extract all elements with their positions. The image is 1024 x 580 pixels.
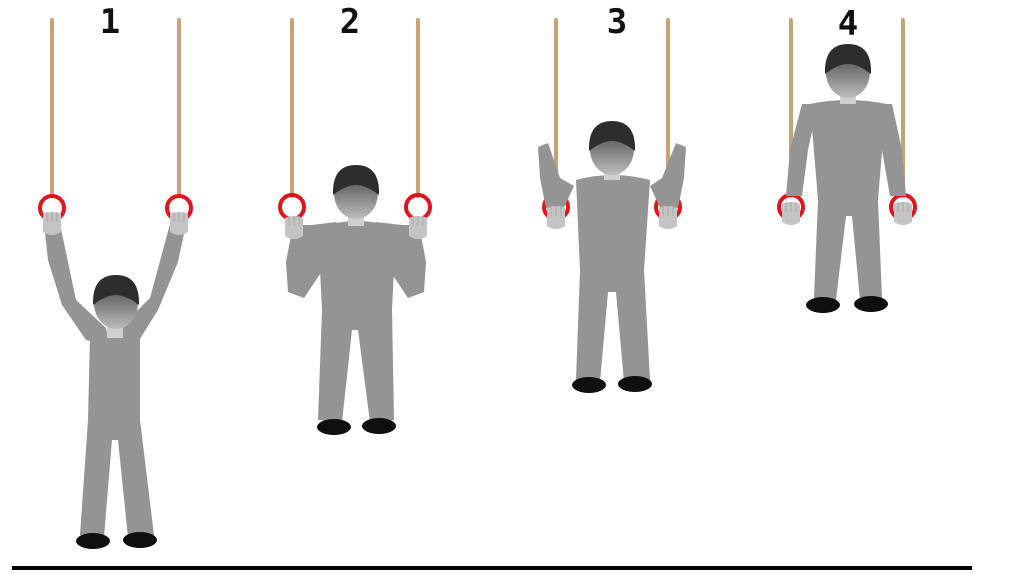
shoe <box>76 533 110 549</box>
shoe <box>362 418 396 434</box>
figure-step-2 <box>278 18 432 435</box>
torso-and-legs <box>576 175 650 382</box>
right-arm <box>650 143 686 212</box>
shoe <box>618 376 652 392</box>
shoe <box>806 297 840 313</box>
figure-step-4 <box>777 18 917 313</box>
left-arm <box>538 143 574 212</box>
step-number-2: 2 <box>339 2 361 42</box>
torso-and-legs <box>318 221 396 422</box>
gymnastics-ring <box>278 193 306 221</box>
torso-and-legs <box>810 100 886 300</box>
torso-and-legs <box>80 330 154 537</box>
shoe <box>572 377 606 393</box>
shoe <box>317 419 351 435</box>
left-arm <box>44 224 106 345</box>
gymnastics-ring <box>404 193 432 221</box>
shoe <box>854 296 888 312</box>
step-number-3: 3 <box>606 2 628 42</box>
figure-step-1 <box>38 18 193 549</box>
left-arm <box>786 104 818 196</box>
hair <box>332 165 380 195</box>
hair <box>824 44 872 74</box>
hair <box>588 121 636 151</box>
shoe <box>123 532 157 548</box>
neck <box>107 326 123 338</box>
step-number-1: 1 <box>99 2 121 42</box>
step-number-4: 4 <box>837 4 859 44</box>
figure-step-3 <box>538 18 686 393</box>
hair <box>92 275 140 305</box>
